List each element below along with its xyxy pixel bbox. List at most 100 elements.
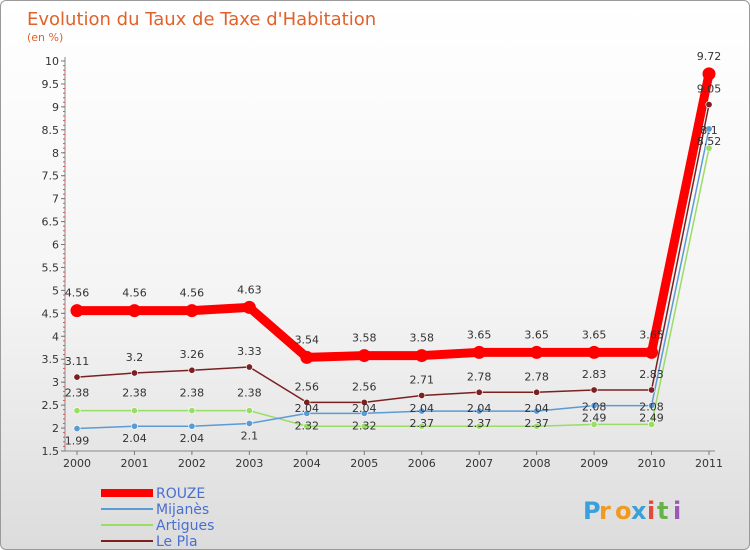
x-tick-label: 2011: [695, 457, 723, 470]
series-lines: [72, 69, 714, 430]
x-tick-label: 2007: [465, 457, 493, 470]
data-point: [245, 363, 253, 371]
y-tick-label: 1.5: [42, 445, 60, 458]
data-point: [475, 422, 483, 430]
y-tick-label: 7.5: [42, 170, 60, 183]
data-label: 3.26: [180, 348, 205, 361]
data-label: 2.04: [467, 402, 492, 415]
data-point: [590, 402, 598, 410]
x-tick-label: 2001: [120, 457, 148, 470]
data-point: [73, 407, 81, 415]
data-label: 2.04: [524, 402, 549, 415]
logo-letter: P: [583, 497, 601, 525]
data-point: [587, 345, 601, 359]
data-point: [127, 304, 141, 318]
logo-letter: o: [615, 497, 632, 525]
x-tick-label: 2002: [178, 457, 206, 470]
data-point: [70, 304, 84, 318]
data-label: 2.37: [524, 417, 549, 430]
legend-label: ROUZE: [156, 486, 205, 502]
y-tick-label: 7: [52, 193, 59, 206]
data-point: [188, 407, 196, 415]
data-point: [360, 398, 368, 406]
data-point: [472, 345, 486, 359]
data-point: [185, 304, 199, 318]
data-point: [533, 407, 541, 415]
legend-label: Mijanès: [156, 502, 209, 518]
data-label: 3.65: [639, 328, 664, 341]
data-point: [188, 422, 196, 430]
y-tick-label: 4.5: [42, 307, 60, 320]
data-label: 4.63: [237, 283, 262, 296]
logo-letter: r: [599, 497, 611, 525]
data-label: 3.58: [409, 332, 434, 345]
series-line-mijanès: [76, 128, 710, 430]
data-label: 2.04: [352, 402, 377, 415]
data-label: 1.99: [65, 435, 90, 448]
data-point: [475, 407, 483, 415]
data-label: 2.78: [467, 370, 492, 383]
data-point: [357, 349, 371, 363]
data-point: [648, 420, 656, 428]
data-label: 3.33: [237, 345, 262, 358]
data-point: [590, 386, 598, 394]
data-point: [360, 422, 368, 430]
y-tick-label: 4: [52, 330, 59, 343]
data-label: 9.05: [697, 83, 722, 96]
data-point: [360, 409, 368, 417]
data-point: [130, 422, 138, 430]
series-points: [70, 67, 716, 433]
data-point: [300, 350, 314, 364]
data-point: [188, 366, 196, 374]
data-label: 3.58: [352, 332, 377, 345]
data-label: 2.83: [582, 368, 607, 381]
logo-letter: i: [647, 497, 655, 525]
legend-label: Le Pla: [156, 534, 198, 550]
data-label: 2.37: [467, 417, 492, 430]
y-tick-label: 2: [52, 422, 59, 435]
data-label: 2.38: [237, 387, 262, 400]
series-line-rouze: [72, 69, 714, 362]
data-point: [648, 386, 656, 394]
y-tick-label: 5: [52, 284, 59, 297]
data-label: 2.04: [180, 432, 205, 445]
proxiti-logo: Pr o x i t i: [583, 497, 681, 525]
data-label: 4.56: [65, 287, 90, 300]
y-tick-label: 3: [52, 376, 59, 389]
data-point: [705, 101, 713, 109]
data-label: 2.83: [639, 368, 664, 381]
data-label: 2.49: [639, 412, 664, 425]
data-label: 2.71: [409, 373, 434, 386]
data-point: [533, 388, 541, 396]
series-line-artigues: [76, 147, 710, 427]
legend-label: Artigues: [156, 518, 214, 534]
data-label: 2.37: [409, 417, 434, 430]
data-label: 4.56: [122, 287, 147, 300]
data-point: [648, 402, 656, 410]
logo-letter: i: [673, 497, 681, 525]
data-label: 3.54: [295, 333, 320, 346]
y-tick-label: 3.5: [42, 353, 60, 366]
data-point: [418, 422, 426, 430]
axes: 1.522.533.544.555.566.577.588.599.510200…: [42, 55, 724, 470]
data-point: [645, 345, 659, 359]
x-tick-label: 2000: [63, 457, 91, 470]
data-point: [702, 67, 716, 81]
data-label: 2.56: [352, 380, 377, 393]
data-label: 2.38: [122, 387, 147, 400]
data-label: 2.04: [122, 432, 147, 445]
data-point: [245, 419, 253, 427]
data-label: 2.04: [295, 402, 320, 415]
y-tick-label: 9.5: [42, 78, 60, 91]
data-label: 2.08: [639, 400, 664, 413]
x-tick-label: 2006: [408, 457, 436, 470]
data-point: [245, 407, 253, 415]
chart-subtitle: (en %): [27, 31, 63, 44]
data-label: 8.1: [700, 124, 718, 137]
data-label: 8.52: [697, 135, 722, 148]
x-tick-label: 2008: [523, 457, 551, 470]
data-label: 3.11: [65, 355, 90, 368]
data-label: 4.56: [180, 287, 205, 300]
y-tick-label: 8: [52, 147, 59, 160]
